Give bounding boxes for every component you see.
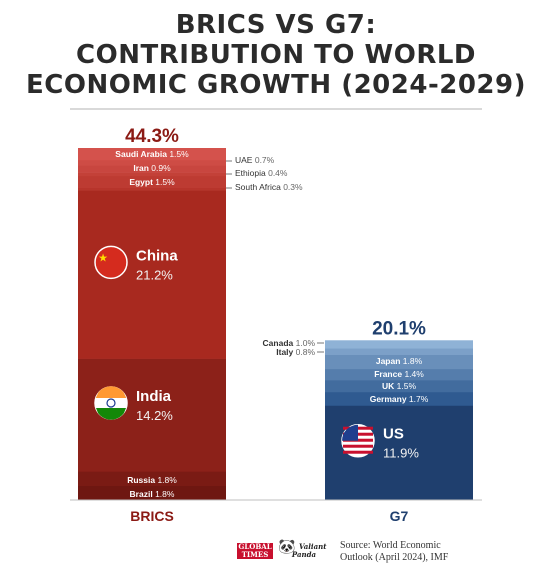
- flag-us-stripe: [343, 444, 373, 448]
- segment-label-russia: Russia 1.8%: [127, 475, 177, 485]
- total-label-brics: 44.3%: [125, 126, 179, 147]
- segment-label-egypt: Egypt 1.5%: [129, 177, 175, 187]
- global-times-logo: GLOBAL TIMES: [237, 542, 273, 559]
- callout-label-canada: Canada 1.0%: [263, 338, 316, 348]
- segment-label-japan: Japan 1.8%: [376, 356, 423, 366]
- valiant-panda-logo: 🐼 Valiant Panda: [278, 539, 327, 559]
- bar-segment-france: [325, 368, 473, 381]
- flag-us-canton: [342, 424, 358, 441]
- chart-title-line-3: ECONOMIC GROWTH (2024-2029): [26, 70, 526, 100]
- callout-label-italy: Italy 0.8%: [276, 347, 315, 357]
- bar-segment-saudi-arabia: [78, 148, 226, 161]
- source-line-2: Outlook (April 2024), IMF: [340, 552, 449, 563]
- total-label-g7: 20.1%: [372, 318, 426, 339]
- segment-label-us: US: [383, 426, 404, 443]
- bar-segment-uae: [78, 159, 226, 166]
- segment-label-brazil: Brazil 1.8%: [130, 489, 175, 499]
- segment-label-saudi-arabia: Saudi Arabia 1.5%: [115, 149, 189, 159]
- source-note: Source: World Economic Outlook (April 20…: [340, 540, 448, 564]
- segment-label-germany: Germany 1.7%: [370, 394, 429, 404]
- flag-india-green-band: [96, 407, 126, 420]
- bar-segment-canada: [325, 340, 473, 349]
- category-label-brics: BRICS: [130, 508, 174, 524]
- segment-value-china: 21.2%: [136, 267, 173, 282]
- callout-label-ethiopia: Ethiopia 0.4%: [235, 168, 288, 178]
- segment-label-uk: UK 1.5%: [382, 381, 416, 391]
- flag-us-stripe: [343, 450, 373, 454]
- segment-label-iran: Iran 0.9%: [133, 163, 171, 173]
- flag-china-star: ★: [98, 252, 108, 264]
- flag-china-icon: [94, 245, 128, 280]
- callout-label-south-africa: South Africa 0.3%: [235, 182, 303, 192]
- segment-label-china: China: [136, 247, 178, 264]
- flag-india-top-band: [96, 386, 126, 398]
- chart-title-line-2: CONTRIBUTION TO WORLD: [76, 40, 476, 70]
- bar-segment-japan: [325, 354, 473, 370]
- segment-value-us: 11.9%: [383, 446, 419, 461]
- category-label-g7: G7: [390, 508, 409, 524]
- bar-segment-germany: [325, 391, 473, 406]
- source-line-1: Source: World Economic: [340, 540, 441, 551]
- bar-segment-iran: [78, 165, 226, 173]
- bar-segment-brazil: [78, 485, 226, 501]
- segment-label-india: India: [136, 388, 172, 405]
- title-divider: [70, 108, 482, 110]
- chart-title-line-1: BRICS VS G7:: [175, 10, 377, 40]
- bar-segment-egypt: [78, 175, 226, 189]
- segment-label-france: France 1.4%: [374, 369, 424, 379]
- bar-segment-uk: [325, 380, 473, 393]
- segment-value-india: 14.2%: [136, 408, 173, 423]
- bar-segment-russia: [78, 471, 226, 486]
- callout-label-uae: UAE 0.7%: [235, 155, 275, 165]
- bar-segment-ethiopia: [78, 172, 226, 177]
- flag-india-chakra: [106, 398, 116, 408]
- bar-segment-italy: [325, 348, 473, 355]
- bar-segment-south-africa: [78, 187, 226, 191]
